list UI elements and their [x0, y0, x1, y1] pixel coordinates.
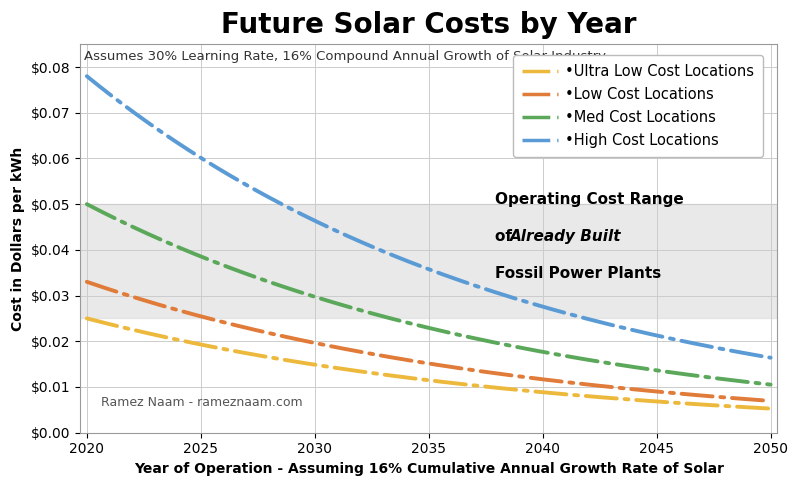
Med Cost Locations — [579, 356, 589, 362]
Med Cost Locations — [305, 292, 314, 298]
Low Cost Locations — [766, 398, 775, 404]
High Cost Locations — [576, 314, 586, 320]
X-axis label: Year of Operation - Assuming 16% Cumulative Annual Growth Rate of Solar: Year of Operation - Assuming 16% Cumulat… — [134, 462, 724, 476]
High Cost Locations — [353, 238, 362, 244]
Low Cost Locations — [82, 279, 92, 285]
Low Cost Locations — [305, 339, 314, 345]
Med Cost Locations — [766, 382, 775, 388]
Line: Ultra Low Cost Locations: Ultra Low Cost Locations — [87, 318, 770, 409]
High Cost Locations — [579, 315, 589, 321]
Ultra Low Cost Locations — [576, 393, 586, 398]
Ultra Low Cost Locations — [82, 316, 92, 321]
Text: Already Built: Already Built — [510, 229, 622, 244]
Text: Ramez Naam - rameznaam.com: Ramez Naam - rameznaam.com — [101, 396, 302, 409]
Low Cost Locations — [576, 381, 586, 387]
Line: Low Cost Locations: Low Cost Locations — [87, 282, 770, 401]
Low Cost Locations — [353, 348, 362, 354]
Ultra Low Cost Locations — [353, 368, 362, 374]
Legend: •Ultra Low Cost Locations, •Low Cost Locations, •Med Cost Locations, •High Cost : •Ultra Low Cost Locations, •Low Cost Loc… — [513, 56, 763, 157]
Bar — [80, 204, 778, 318]
Low Cost Locations — [579, 381, 589, 387]
Low Cost Locations — [164, 305, 174, 311]
Line: High Cost Locations: High Cost Locations — [87, 76, 770, 358]
Text: Operating Cost Range: Operating Cost Range — [495, 192, 684, 207]
High Cost Locations — [305, 215, 314, 221]
Line: Med Cost Locations: Med Cost Locations — [87, 204, 770, 385]
Y-axis label: Cost in Dollars per kWh: Cost in Dollars per kWh — [11, 146, 25, 331]
Ultra Low Cost Locations — [512, 387, 522, 393]
Text: Assumes 30% Learning Rate, 16% Compound Annual Growth of Solar Industry: Assumes 30% Learning Rate, 16% Compound … — [83, 50, 606, 63]
High Cost Locations — [512, 296, 522, 302]
Text: Fossil Power Plants: Fossil Power Plants — [495, 265, 662, 281]
Med Cost Locations — [512, 344, 522, 350]
Title: Future Solar Costs by Year: Future Solar Costs by Year — [221, 11, 637, 39]
Med Cost Locations — [164, 240, 174, 246]
Text: of: of — [495, 229, 518, 244]
High Cost Locations — [82, 73, 92, 79]
High Cost Locations — [164, 134, 174, 140]
Low Cost Locations — [512, 373, 522, 379]
Med Cost Locations — [576, 356, 586, 361]
High Cost Locations — [766, 355, 775, 361]
Ultra Low Cost Locations — [305, 361, 314, 367]
Ultra Low Cost Locations — [164, 335, 174, 341]
Med Cost Locations — [353, 306, 362, 312]
Ultra Low Cost Locations — [579, 393, 589, 399]
Med Cost Locations — [82, 201, 92, 207]
Ultra Low Cost Locations — [766, 406, 775, 412]
